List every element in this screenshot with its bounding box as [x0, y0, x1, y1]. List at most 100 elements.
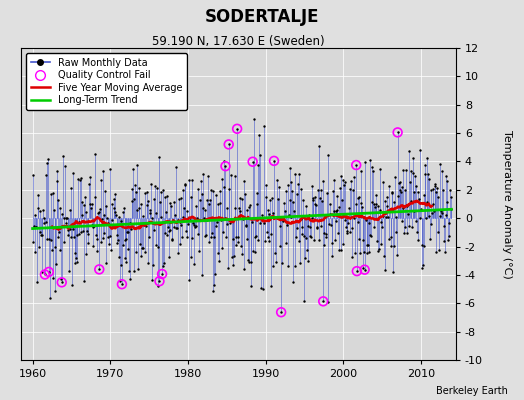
Point	[252, 232, 260, 239]
Point	[199, 171, 208, 177]
Point	[97, 216, 106, 222]
Point	[383, 203, 391, 209]
Point	[94, 209, 103, 215]
Point	[431, 181, 439, 187]
Point	[361, 266, 369, 273]
Point	[148, 276, 157, 283]
Point	[49, 275, 58, 281]
Point	[402, 167, 410, 174]
Point	[74, 231, 83, 237]
Point	[207, 234, 215, 240]
Point	[383, 194, 391, 200]
Point	[425, 176, 433, 182]
Point	[184, 221, 192, 228]
Point	[124, 246, 132, 252]
Point	[80, 277, 88, 284]
Point	[321, 214, 330, 221]
Point	[393, 252, 401, 258]
Point	[174, 196, 183, 203]
Point	[180, 205, 188, 211]
Point	[303, 223, 312, 229]
Point	[221, 163, 230, 169]
Point	[269, 210, 278, 216]
Point	[394, 129, 402, 136]
Point	[391, 174, 399, 181]
Point	[326, 210, 334, 217]
Point	[182, 234, 191, 240]
Point	[107, 247, 115, 254]
Point	[176, 240, 184, 247]
Point	[293, 225, 301, 232]
Point	[53, 168, 61, 174]
Point	[429, 200, 438, 207]
Point	[238, 196, 246, 202]
Point	[232, 234, 241, 240]
Point	[40, 215, 48, 222]
Point	[257, 285, 265, 292]
Point	[170, 199, 179, 206]
Point	[378, 224, 386, 230]
Point	[375, 245, 383, 252]
Point	[377, 218, 386, 225]
Point	[399, 205, 407, 211]
Point	[166, 200, 174, 206]
Point	[38, 269, 47, 276]
Point	[434, 194, 443, 200]
Point	[34, 192, 42, 199]
Point	[155, 154, 163, 160]
Point	[245, 259, 254, 266]
Point	[351, 250, 359, 256]
Point	[169, 224, 178, 230]
Point	[250, 234, 259, 241]
Point	[254, 237, 263, 243]
Point	[386, 234, 395, 240]
Point	[161, 194, 169, 200]
Point	[36, 229, 44, 236]
Point	[305, 212, 313, 218]
Point	[146, 210, 155, 216]
Point	[165, 254, 173, 260]
Point	[54, 197, 63, 203]
Point	[220, 184, 228, 190]
Point	[62, 220, 70, 226]
Point	[350, 174, 358, 180]
Point	[339, 176, 347, 183]
Point	[156, 198, 165, 205]
Point	[416, 147, 424, 154]
Point	[334, 230, 342, 236]
Point	[158, 271, 166, 277]
Point	[415, 196, 423, 202]
Point	[255, 132, 264, 138]
Point	[61, 163, 69, 170]
Point	[398, 184, 406, 190]
Point	[273, 214, 281, 220]
Point	[278, 260, 286, 266]
Point	[288, 188, 297, 194]
Point	[413, 237, 422, 243]
Point	[435, 247, 443, 253]
Point	[353, 194, 362, 201]
Point	[213, 218, 221, 225]
Point	[204, 173, 212, 179]
Point	[163, 232, 171, 238]
Point	[358, 236, 367, 243]
Point	[278, 215, 287, 221]
Point	[221, 163, 230, 169]
Point	[198, 272, 206, 278]
Point	[235, 205, 243, 212]
Point	[316, 222, 325, 229]
Point	[319, 298, 328, 304]
Point	[254, 162, 262, 168]
Point	[389, 268, 397, 275]
Point	[106, 233, 114, 239]
Point	[56, 205, 64, 212]
Point	[139, 213, 147, 220]
Point	[312, 224, 321, 230]
Point	[178, 234, 187, 240]
Point	[162, 209, 170, 215]
Point	[63, 227, 72, 233]
Point	[122, 259, 130, 265]
Point	[122, 236, 130, 242]
Point	[261, 238, 269, 244]
Point	[323, 151, 332, 158]
